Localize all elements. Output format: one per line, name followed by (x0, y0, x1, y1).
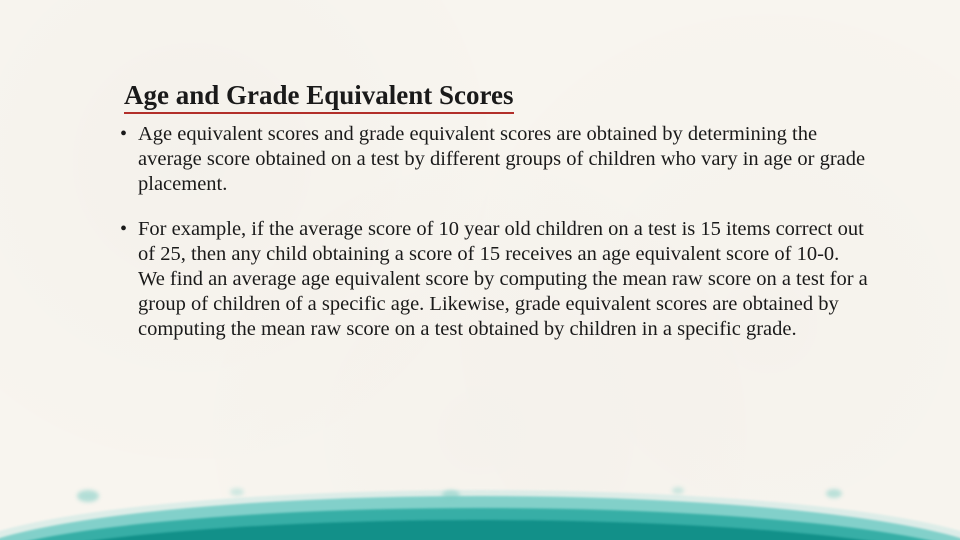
slide-container: Age and Grade Equivalent Scores Age equi… (0, 0, 960, 540)
bullet-item: Age equivalent scores and grade equivale… (118, 122, 870, 197)
bullet-item: For example, if the average score of 10 … (118, 217, 870, 342)
slide-title: Age and Grade Equivalent Scores (124, 80, 514, 114)
bullet-list: Age equivalent scores and grade equivale… (118, 122, 870, 342)
